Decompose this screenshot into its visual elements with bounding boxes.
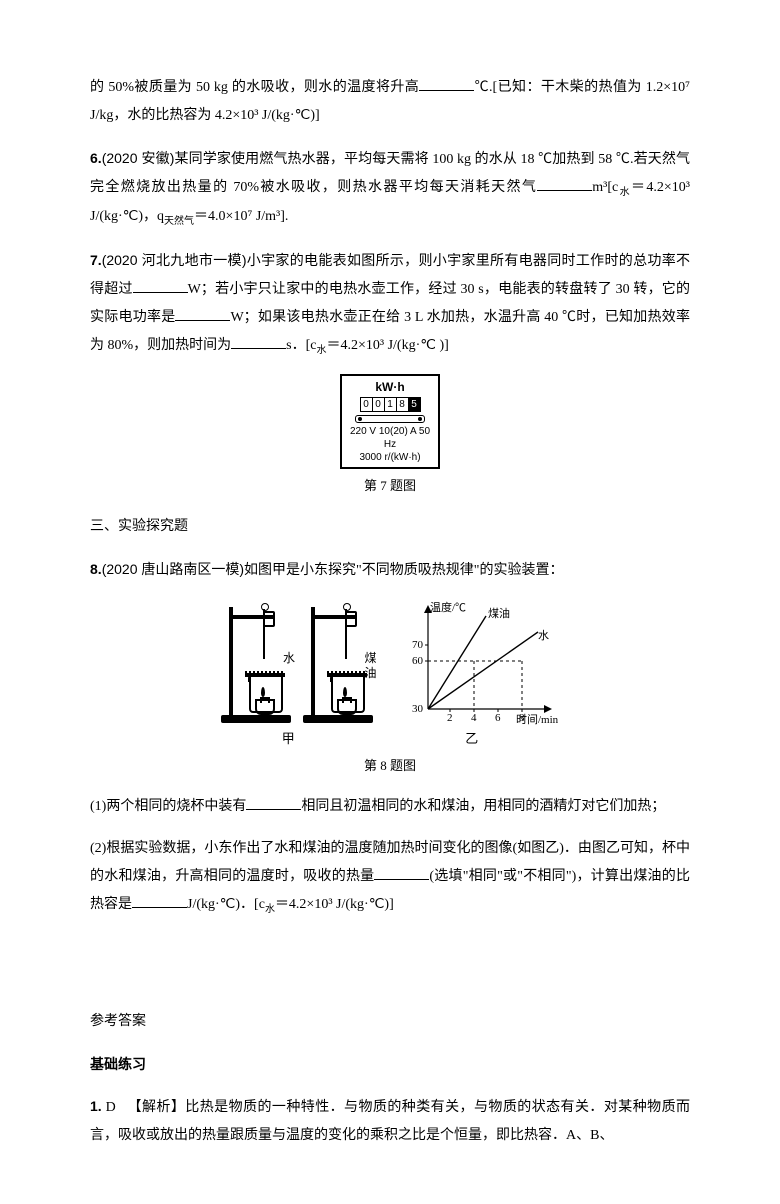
q6: 6.(2020 安徽)某同学家使用燃气热水器，平均每天需将 100 kg 的水从… bbox=[90, 144, 690, 232]
digit: 0 bbox=[373, 398, 385, 411]
blank bbox=[246, 793, 301, 809]
digit: 1 bbox=[385, 398, 397, 411]
label-water: 水 bbox=[283, 651, 295, 665]
section-3-title: 三、实验探究题 bbox=[90, 513, 690, 541]
q6-sub2: 天然气 bbox=[164, 216, 194, 227]
ylabel: 温度/℃ bbox=[430, 600, 466, 614]
q5-text-b: ℃.[已知：干木柴的热值为 bbox=[474, 80, 642, 95]
blank bbox=[132, 891, 187, 907]
svg-text:6: 6 bbox=[495, 712, 501, 724]
digit: 0 bbox=[361, 398, 373, 411]
label-kerosene: 煤油 bbox=[365, 651, 377, 680]
a1-label: 【解析】 bbox=[128, 1098, 186, 1114]
svg-text:60: 60 bbox=[412, 655, 424, 667]
q5-tail: 的 50%被质量为 50 kg 的水吸收，则水的温度将升高 ℃.[已知：干木柴的热… bbox=[90, 74, 690, 130]
q5-text-a: 的 50%被质量为 50 kg 的水吸收，则水的温度将升高 bbox=[90, 80, 419, 95]
svg-text:30: 30 bbox=[412, 703, 424, 715]
figure-8-caption: 第 8 题图 bbox=[90, 753, 690, 779]
blank bbox=[537, 175, 592, 191]
q6-num: 6. bbox=[90, 150, 102, 166]
q8-p2d: ＝4.2×10³ J/(kg·℃)] bbox=[275, 897, 394, 912]
energy-meter: kW·h 0 0 1 8 5 220 V 10(20) A 50 Hz 3000… bbox=[340, 374, 440, 469]
q8-p1: (1)两个相同的烧杯中装有 相同且初温相同的水和煤油，用相同的酒精灯对它们加热； bbox=[90, 793, 690, 821]
q6-source: (2020 安徽) bbox=[102, 150, 175, 166]
graph-yi: 温度/℃ 时间/min 30 60 70 2 4 6 8 bbox=[398, 599, 563, 729]
apparatus-kerosene: 煤油 bbox=[303, 603, 373, 729]
q8-p2c: J/(kg·℃)．[c bbox=[187, 897, 265, 912]
answer-1: 1. D 【解析】比热是物质的一种特性．与物质的种类有关，与物质的状态有关．对某… bbox=[90, 1092, 690, 1150]
q6-sub1: 水 bbox=[618, 187, 631, 198]
q8-intro: 8.(2020 唐山路南区一模)如图甲是小东探究"不同物质吸热规律"的实验装置： bbox=[90, 555, 690, 585]
label-yi: 乙 bbox=[372, 731, 572, 747]
svg-text:8: 8 bbox=[519, 712, 525, 724]
q8-p2: (2)根据实验数据，小东作出了水和煤油的温度随加热时间变化的图像(如图乙)．由图… bbox=[90, 835, 690, 920]
svg-text:2: 2 bbox=[447, 712, 453, 724]
q8-num: 8. bbox=[90, 561, 102, 577]
figure-7-caption: 第 7 题图 bbox=[90, 473, 690, 499]
q7-source: (2020 河北九地市一模) bbox=[102, 252, 247, 268]
apparatus-water: 水 bbox=[221, 603, 291, 729]
label-jia: 甲 bbox=[208, 731, 368, 747]
meter-line2: 3000 r/(kW·h) bbox=[344, 451, 436, 464]
q6-t2: m³[c bbox=[592, 180, 618, 195]
q6-t4: ＝4.0×10⁷ J/m³]. bbox=[194, 209, 288, 224]
q8-source: (2020 唐山路南区一模) bbox=[102, 561, 244, 577]
blank bbox=[419, 75, 474, 91]
blank bbox=[133, 276, 188, 292]
answers-head1: 参考答案 bbox=[90, 1008, 690, 1036]
series-water: 水 bbox=[538, 629, 549, 642]
digit: 8 bbox=[397, 398, 409, 411]
q8-p1b: 相同且初温相同的水和煤油，用相同的酒精灯对它们加热； bbox=[301, 799, 665, 814]
series-kerosene: 煤油 bbox=[488, 606, 510, 620]
q7-sub1: 水 bbox=[317, 344, 327, 355]
q8-sub: 水 bbox=[265, 904, 275, 915]
meter-unit: kW·h bbox=[344, 380, 436, 396]
digit: 5 bbox=[409, 398, 420, 411]
q8-p1a: (1)两个相同的烧杯中装有 bbox=[90, 799, 246, 814]
figure-7: kW·h 0 0 1 8 5 220 V 10(20) A 50 Hz 3000… bbox=[90, 374, 690, 469]
meter-digits: 0 0 1 8 5 bbox=[360, 397, 421, 412]
meter-line1: 220 V 10(20) A 50 Hz bbox=[344, 425, 436, 451]
blank bbox=[231, 332, 286, 348]
a1-letter: D bbox=[106, 1100, 116, 1115]
meter-disc-icon bbox=[355, 415, 425, 423]
q7-t5: ＝4.2×10³ J/(kg·℃ )] bbox=[327, 338, 449, 353]
a1-num: 1. bbox=[90, 1098, 102, 1114]
page: 的 50%被质量为 50 kg 的水吸收，则水的温度将升高 ℃.[已知：干木柴的热… bbox=[0, 0, 780, 1204]
blank bbox=[175, 304, 230, 320]
answers-head2: 基础练习 bbox=[90, 1050, 690, 1078]
svg-text:4: 4 bbox=[471, 712, 477, 724]
svg-text:70: 70 bbox=[412, 639, 424, 651]
q7-num: 7. bbox=[90, 252, 102, 268]
q8-t1: 如图甲是小东探究"不同物质吸热规律"的实验装置： bbox=[244, 563, 563, 578]
q7-t4: s．[c bbox=[286, 338, 316, 353]
blank bbox=[374, 863, 429, 879]
q7: 7.(2020 河北九地市一模)小宇家的电能表如图所示，则小宇家里所有电器同时工… bbox=[90, 246, 690, 361]
figure-8: 水 煤油 温度/℃ 时间/min bbox=[90, 599, 690, 749]
